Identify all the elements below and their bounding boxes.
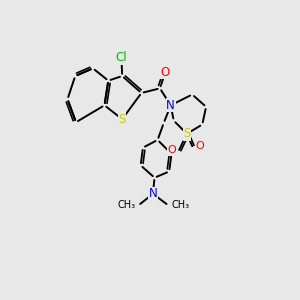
Text: O: O — [161, 66, 170, 79]
Text: O: O — [167, 145, 176, 155]
Text: Cl: Cl — [116, 51, 127, 64]
Text: S: S — [183, 127, 190, 140]
Text: S: S — [118, 113, 126, 126]
Text: CH₃: CH₃ — [172, 200, 190, 210]
Text: N: N — [148, 187, 158, 200]
Text: CH₃: CH₃ — [117, 200, 135, 210]
Text: N: N — [166, 99, 175, 112]
Text: O: O — [195, 141, 204, 151]
